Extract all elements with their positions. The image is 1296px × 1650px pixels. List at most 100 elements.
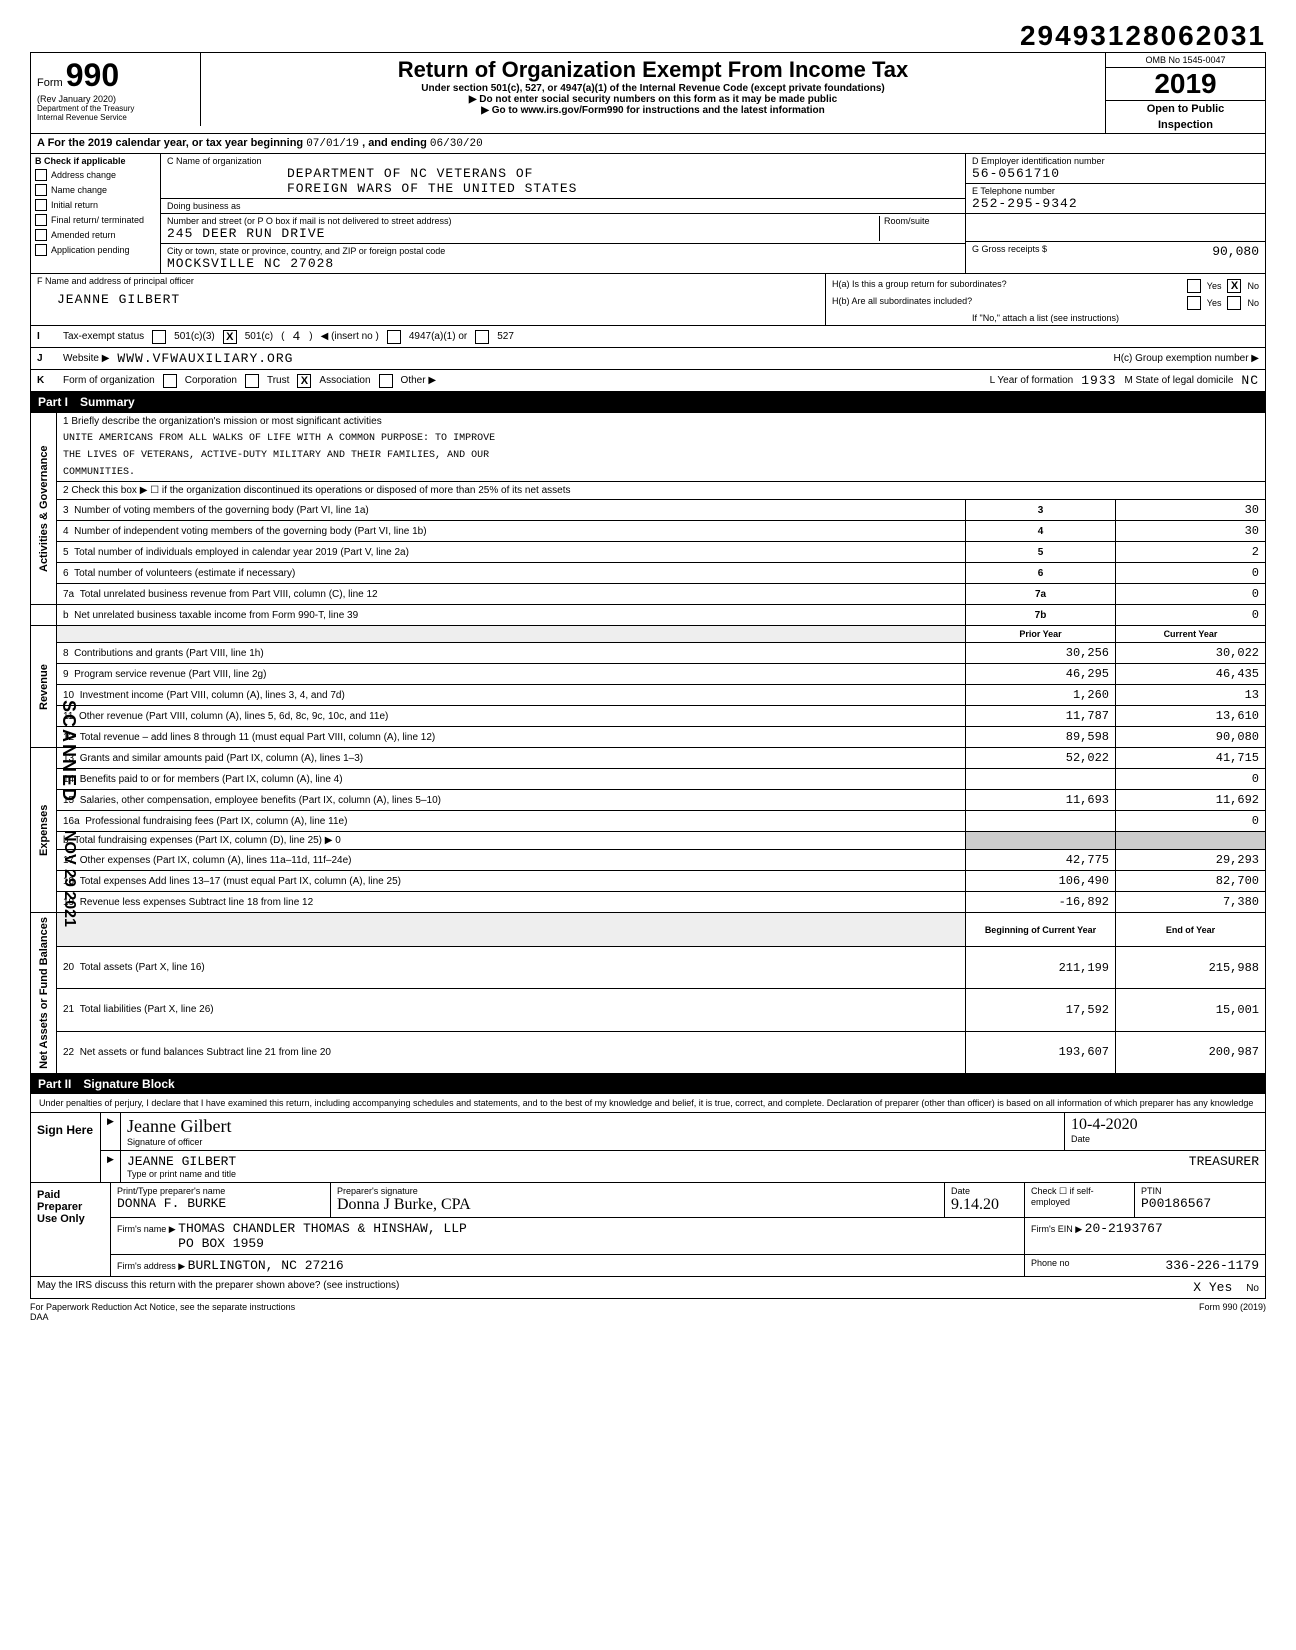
table-row: Revenue Prior Year Current Year — [31, 626, 1266, 643]
open-public-2: Inspection — [1106, 117, 1265, 133]
prior-val: 1,260 — [966, 685, 1116, 706]
sign-row-1: ▶ Jeanne Gilbert Signature of officer 10… — [101, 1113, 1265, 1151]
row-val: 30 — [1116, 521, 1266, 542]
row-num: 9 — [63, 669, 69, 680]
table-row: 22 Net assets or fund balances Subtract … — [31, 1031, 1266, 1073]
row-text: Benefits paid to or for members (Part IX… — [80, 774, 343, 785]
part2-title: Signature Block — [83, 1077, 174, 1091]
daa: DAA — [30, 1312, 49, 1322]
telephone-value: 252-295-9342 — [972, 196, 1259, 211]
firm-name: THOMAS CHANDLER THOMAS & HINSHAW, LLP — [178, 1221, 467, 1236]
e-telephone-row: E Telephone number 252-295-9342 — [966, 184, 1265, 214]
chk-final-return[interactable]: Final return/ terminated — [35, 214, 156, 226]
k-label: K — [37, 375, 55, 386]
4947-box[interactable] — [387, 330, 401, 344]
curr-val: 13,610 — [1116, 706, 1266, 727]
501c-paren: ( — [281, 331, 284, 342]
527-box[interactable] — [475, 330, 489, 344]
preparer-name: DONNA F. BURKE — [117, 1196, 324, 1211]
sign-right: ▶ Jeanne Gilbert Signature of officer 10… — [101, 1113, 1265, 1182]
table-row: 21 Total liabilities (Part X, line 26)17… — [31, 989, 1266, 1031]
nab-side-label: Net Assets or Fund Balances — [31, 913, 57, 1074]
discuss-yes: X Yes — [1193, 1280, 1232, 1295]
year-formation: 1933 — [1081, 373, 1116, 388]
assoc-box[interactable]: X — [297, 374, 311, 388]
trust-box[interactable] — [245, 374, 259, 388]
mission-2: THE LIVES OF VETERANS, ACTIVE-DUTY MILIT… — [57, 447, 1266, 464]
c-name-label: C Name of organization — [167, 156, 959, 166]
ha-line: H(a) Is this a group return for subordin… — [832, 279, 1259, 293]
prior-val — [966, 769, 1116, 790]
part1-header: Part I Summary — [30, 392, 1266, 412]
row-num: 22 — [63, 1047, 74, 1058]
prior-year-hdr: Prior Year — [966, 626, 1116, 643]
row-val: 30 — [1116, 500, 1266, 521]
officer-signature: Jeanne Gilbert — [127, 1116, 1058, 1137]
firm-ein-cell: Firm's EIN ▶ 20-2193767 — [1025, 1218, 1265, 1254]
row-val: 0 — [1116, 563, 1266, 584]
row-text: Total revenue – add lines 8 through 11 (… — [80, 732, 436, 743]
prior-val: 42,775 — [966, 850, 1116, 871]
501c3-box[interactable] — [152, 330, 166, 344]
insert-no: ◀ (insert no ) — [321, 331, 379, 342]
chk-name-change[interactable]: Name change — [35, 184, 156, 196]
header-right: OMB No 1545-0047 2019 Open to Public Ins… — [1105, 53, 1265, 133]
part1-title: Summary — [80, 395, 135, 409]
row-a-label: A For the 2019 calendar year, or tax yea… — [37, 137, 303, 149]
part1-num: Part I — [38, 395, 68, 409]
chk-initial-return[interactable]: Initial return — [35, 199, 156, 211]
form-header: Form 990 (Rev January 2020) Department o… — [30, 52, 1266, 134]
501c-box[interactable]: X — [223, 330, 237, 344]
typed-name: JEANNE GILBERT — [127, 1154, 236, 1169]
other-box[interactable] — [379, 374, 393, 388]
row-num: 10 — [63, 690, 74, 701]
state-domicile: NC — [1241, 373, 1259, 388]
row-text: Other revenue (Part VIII, column (A), li… — [79, 711, 388, 722]
mission-1: UNITE AMERICANS FROM ALL WALKS OF LIFE W… — [57, 430, 1266, 447]
c-name-row: C Name of organization DEPARTMENT OF NC … — [161, 154, 965, 199]
row-box: 4 — [966, 521, 1116, 542]
chk-label: Address change — [51, 170, 116, 180]
exp-side-label: Expenses — [31, 748, 57, 913]
curr-val: 11,692 — [1116, 790, 1266, 811]
paid-preparer-block: Paid Preparer Use Only Print/Type prepar… — [30, 1183, 1266, 1277]
row-i: I Tax-exempt status 501(c)(3) X501(c) ( … — [30, 326, 1266, 348]
chk-amended[interactable]: Amended return — [35, 229, 156, 241]
typed-title: TREASURER — [1189, 1154, 1259, 1169]
row-a-mid: , and ending — [362, 137, 427, 149]
other-label: Other ▶ — [401, 375, 436, 386]
table-row: 6 Total number of volunteers (estimate i… — [31, 563, 1266, 584]
hb-no-box[interactable] — [1227, 296, 1241, 310]
perjury-text: Under penalties of perjury, I declare th… — [30, 1094, 1266, 1113]
row-text: Revenue less expenses Subtract line 18 f… — [80, 897, 313, 908]
no-label: No — [1247, 281, 1259, 291]
hb-yes-box[interactable] — [1187, 296, 1201, 310]
table-row: Expenses13 Grants and similar amounts pa… — [31, 748, 1266, 769]
city-label: City or town, state or province, country… — [167, 246, 959, 256]
print-name-cell: Print/Type preparer's name DONNA F. BURK… — [111, 1183, 331, 1217]
table-row: Activities & Governance 1 Briefly descri… — [31, 413, 1266, 431]
table-row: THE LIVES OF VETERANS, ACTIVE-DUTY MILIT… — [31, 447, 1266, 464]
prior-val: 11,787 — [966, 706, 1116, 727]
chk-label: Name change — [51, 185, 107, 195]
header-left: Form 990 (Rev January 2020) Department o… — [31, 53, 201, 126]
chk-address-change[interactable]: Address change — [35, 169, 156, 181]
curr-val: 90,080 — [1116, 727, 1266, 748]
form-label: Form — [37, 77, 63, 89]
table-row: b Net unrelated business taxable income … — [31, 605, 1266, 626]
chk-application-pending[interactable]: Application pending — [35, 244, 156, 256]
form-subtitle: Under section 501(c), 527, or 4947(a)(1)… — [205, 83, 1101, 94]
form-number: Form 990 — [37, 57, 194, 94]
prior-val: 89,598 — [966, 727, 1116, 748]
sig-cell: Jeanne Gilbert Signature of officer — [121, 1113, 1065, 1150]
footer-right: Form 990 (2019) — [1199, 1302, 1266, 1322]
trust-label: Trust — [267, 375, 289, 386]
row-val: 0 — [1116, 605, 1266, 626]
ha-no-box[interactable]: X — [1227, 279, 1241, 293]
firm-phone: 336-226-1179 — [1165, 1258, 1259, 1273]
ptin-value: P00186567 — [1141, 1196, 1259, 1211]
ha-yes-box[interactable] — [1187, 279, 1201, 293]
hb-yn: Yes No — [1187, 296, 1259, 310]
row-j: J Website ▶ WWW.VFWAUXILIARY.ORG H(c) Gr… — [30, 348, 1266, 370]
corp-box[interactable] — [163, 374, 177, 388]
